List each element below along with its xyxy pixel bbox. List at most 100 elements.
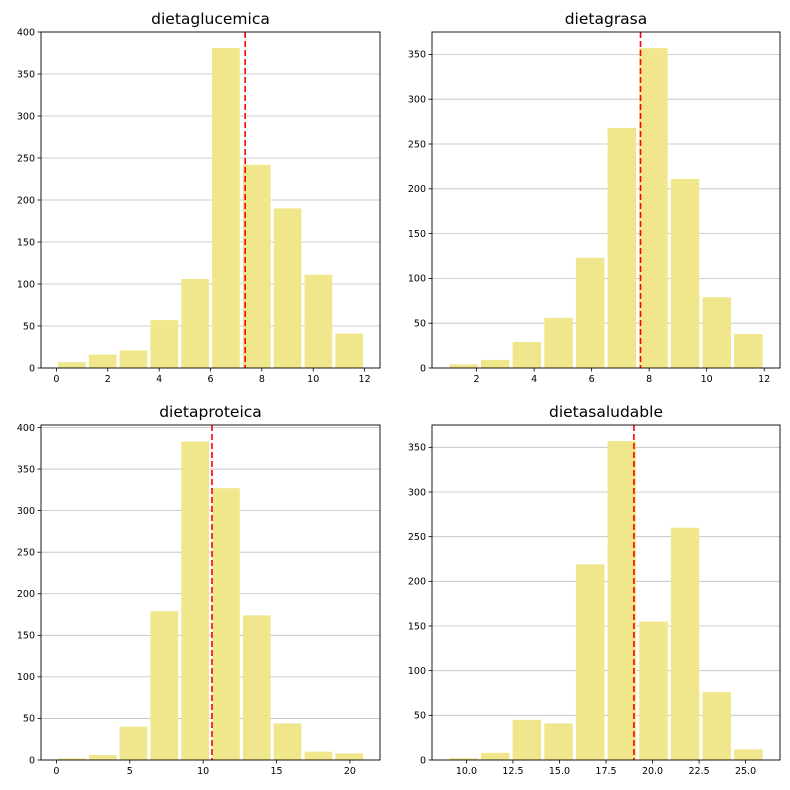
histogram-bar [702,692,731,760]
histogram-bar [639,48,668,369]
histogram-bar [335,333,364,368]
y-tick-label: 100 [17,672,35,683]
histogram-bar [449,364,478,368]
x-tick-label: 25.0 [735,766,756,777]
y-tick-label: 300 [408,487,426,498]
histogram-bar [607,127,637,368]
y-tick-label: 150 [408,229,426,240]
y-tick-label: 300 [17,506,35,517]
axes-frame [40,424,381,761]
y-tick-label: 150 [17,631,35,642]
histogram-bar [734,333,763,368]
histogram-bar [670,527,700,760]
histogram-bar [481,359,510,368]
y-tick-label: 50 [414,711,426,722]
axes-frame [431,31,781,369]
histogram-bar [273,723,302,760]
histogram-bar [57,758,86,760]
x-tick-label: 6 [207,374,213,385]
histogram-bar [88,354,117,368]
y-tick-label: 0 [420,755,426,766]
x-tick-label: 8 [259,374,265,385]
x-tick-label: 0 [53,766,59,777]
y-tick-label: 50 [23,321,35,332]
x-tick-label: 12.5 [502,766,523,777]
y-tick-label: 250 [17,547,35,558]
x-tick-label: 12 [359,374,371,385]
y-tick-label: 50 [23,714,35,725]
x-tick-label: 5 [127,766,133,777]
chart-title: dietagrasa [565,10,648,28]
histogram-bar [607,441,637,760]
panel-dietagrasa: 2 4 6 8 10 12 0 50 100 150 200 250 300 350 dietagrasa [408,10,781,385]
histogram-bar [181,278,209,368]
y-tick-label: 100 [408,274,426,285]
y-tick-label: 350 [17,69,35,80]
histogram-bar [212,47,240,369]
histogram-bar [57,362,86,368]
y-tick-label: 400 [17,27,35,38]
x-tick-label: 20.0 [642,766,663,777]
histogram-bar [335,753,364,760]
x-tick-label: 15.0 [549,766,570,777]
x-tick-label: 4 [156,374,162,385]
x-tick-label: 8 [646,374,652,385]
histogram-bar [119,350,148,368]
y-tick-label: 50 [414,319,426,330]
x-tick-label: 12 [758,374,770,385]
histogram-bar [544,317,573,368]
chart-title: dietaglucemica [151,10,270,28]
histogram-bar [575,257,605,368]
histogram-bar [88,755,117,760]
histogram-bar [512,719,542,760]
y-tick-label: 350 [408,443,426,454]
x-tick-label: 20 [344,766,356,777]
x-tick-label: 10 [701,374,713,385]
y-tick-label: 300 [17,111,35,122]
y-tick-label: 250 [17,153,35,164]
chart-title: dietasaludable [549,403,663,421]
chart-title: dietaproteica [159,403,262,421]
histogram-bar [273,208,302,368]
x-tick-label: 17.5 [595,766,616,777]
y-tick-label: 350 [408,50,426,61]
y-tick-label: 200 [17,195,35,206]
x-tick-label: 4 [531,374,537,385]
x-tick-label: 10.0 [456,766,477,777]
y-tick-label: 100 [408,666,426,677]
histogram-bar [639,621,668,760]
histogram-bar [670,178,700,368]
y-tick-label: 350 [17,464,35,475]
y-tick-label: 0 [29,363,35,374]
histogram-bar [304,751,333,760]
y-tick-label: 0 [29,755,35,766]
y-tick-label: 0 [420,363,426,374]
x-tick-label: 15 [270,766,282,777]
y-tick-label: 150 [408,621,426,632]
histogram-bar [150,611,179,760]
histogram-bar [449,758,478,760]
histogram-bar [242,615,271,760]
x-tick-label: 6 [589,374,595,385]
histogram-bar [734,749,763,760]
y-tick-label: 200 [408,577,426,588]
y-tick-label: 200 [408,184,426,195]
y-tick-label: 200 [17,589,35,600]
histogram-bar [304,274,333,368]
histogram-bar [181,441,209,760]
y-tick-label: 300 [408,95,426,106]
x-tick-label: 22.5 [688,766,709,777]
x-tick-label: 2 [105,374,111,385]
histogram-bar [150,320,179,368]
histogram-bar [702,297,731,368]
y-tick-label: 250 [408,532,426,543]
histogram-bar [119,726,148,760]
x-tick-label: 10 [197,766,209,777]
y-tick-label: 100 [17,279,35,290]
x-tick-label: 10 [307,374,319,385]
panel-dietaglucemica: 0 2 4 6 8 10 12 0 50 100 150 200 250 300 350 400 dietagl… [17,10,381,385]
x-tick-label: 2 [474,374,480,385]
y-tick-label: 400 [17,423,35,434]
x-tick-label: 0 [53,374,59,385]
